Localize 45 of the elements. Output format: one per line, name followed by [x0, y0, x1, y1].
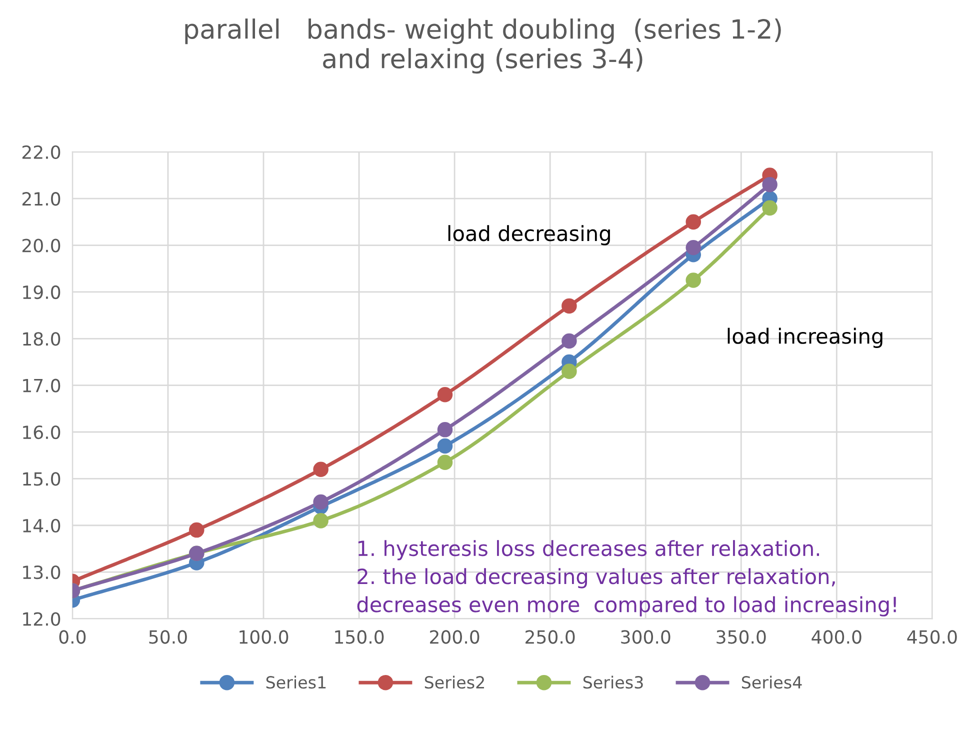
point: [313, 513, 328, 528]
x-tick-label: 200.0: [430, 630, 480, 644]
point: [686, 272, 702, 288]
x-tick-label: 350.0: [716, 630, 766, 644]
point: [188, 522, 204, 538]
x-tick-label: 50.0: [149, 630, 187, 644]
point: [686, 240, 702, 256]
y-tick-label: 18.0: [23, 332, 60, 346]
point: [562, 333, 577, 349]
point: [437, 387, 453, 402]
annotation: load increasing: [728, 328, 882, 348]
point: [562, 298, 577, 314]
y-tick-label: 15.0: [23, 472, 60, 486]
annotation: 1. hysteresis loss decreases after relaxation. 2. the load decreasing values after relaxation, decreases even more compared to load increasing!: [357, 540, 896, 616]
x-tick-label: 300.0: [621, 630, 670, 644]
point: [562, 364, 577, 379]
chart-title: parallel bands- weight doubling (series 1-2) and relaxing (series 3-4): [185, 18, 781, 74]
point: [762, 200, 778, 216]
y-tick-label: 13.0: [23, 566, 60, 580]
x-tick-label: 450.0: [907, 630, 957, 644]
annotation: load decreasing: [448, 225, 610, 246]
legend-label: Series3: [583, 676, 643, 689]
y-tick-label: 17.0: [23, 378, 60, 392]
x-tick-label: 250.0: [526, 630, 575, 644]
x-tick-label: 0.0: [59, 630, 86, 644]
legend-label: Series2: [424, 676, 484, 689]
point: [762, 176, 778, 192]
y-tick-label: 22.0: [22, 145, 60, 160]
legend-label: Series1: [266, 676, 326, 689]
y-tick-label: 21.0: [22, 192, 60, 206]
point: [313, 494, 328, 510]
y-tick-label: 20.0: [22, 238, 60, 252]
point: [437, 438, 453, 454]
y-tick-label: 12.0: [23, 612, 60, 626]
x-tick-label: 100.0: [240, 630, 288, 644]
y-tick-label: 16.0: [23, 425, 60, 440]
point: [437, 454, 453, 470]
legend-label: Series4: [742, 676, 802, 689]
point: [437, 422, 453, 438]
point: [686, 214, 702, 230]
point: [313, 462, 328, 477]
x-tick-label: 400.0: [812, 630, 862, 644]
y-tick-label: 14.0: [23, 518, 60, 532]
x-tick-label: 150.0: [335, 630, 384, 644]
y-tick-label: 19.0: [23, 285, 60, 300]
